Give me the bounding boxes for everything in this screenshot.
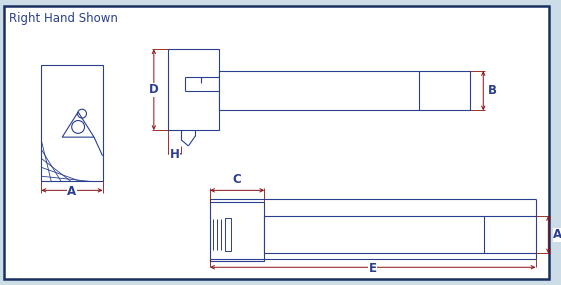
Text: H: H xyxy=(169,148,180,161)
Text: A: A xyxy=(67,186,76,198)
Bar xyxy=(225,218,231,251)
Text: C: C xyxy=(233,173,242,186)
Bar xyxy=(42,65,103,182)
Text: D: D xyxy=(149,83,159,96)
Text: A: A xyxy=(553,228,561,241)
Bar xyxy=(168,49,219,130)
Bar xyxy=(219,71,471,111)
Bar xyxy=(210,202,264,261)
Text: B: B xyxy=(488,84,497,97)
Text: Right Hand Shown: Right Hand Shown xyxy=(9,12,118,25)
Bar xyxy=(264,216,536,253)
Text: E: E xyxy=(369,262,377,275)
